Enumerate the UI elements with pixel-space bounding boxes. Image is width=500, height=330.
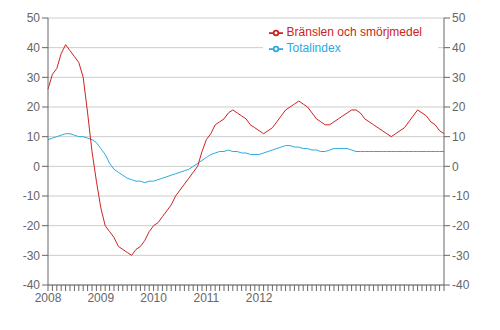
svg-text:-10: -10 — [23, 189, 41, 203]
svg-text:50: 50 — [27, 11, 41, 25]
svg-text:-10: -10 — [452, 189, 470, 203]
svg-text:2010: 2010 — [140, 291, 167, 305]
svg-text:50: 50 — [452, 11, 466, 25]
svg-text:-20: -20 — [452, 219, 470, 233]
svg-text:20: 20 — [27, 100, 41, 114]
svg-text:0: 0 — [452, 160, 459, 174]
svg-text:0: 0 — [33, 160, 40, 174]
svg-text:10: 10 — [452, 130, 466, 144]
svg-text:2008: 2008 — [35, 291, 62, 305]
svg-text:-30: -30 — [23, 249, 41, 263]
svg-text:10: 10 — [27, 130, 41, 144]
svg-text:-40: -40 — [23, 278, 41, 292]
svg-text:20: 20 — [452, 100, 466, 114]
svg-text:-40: -40 — [452, 278, 470, 292]
html-text:Totalindex: Totalindex — [286, 41, 341, 55]
svg-text:30: 30 — [452, 71, 466, 85]
svg-text:30: 30 — [27, 71, 41, 85]
svg-text:2009: 2009 — [87, 291, 114, 305]
svg-text:40: 40 — [452, 41, 466, 55]
svg-text:2011: 2011 — [193, 291, 219, 305]
svg-text:2012: 2012 — [246, 291, 273, 305]
svg-text:-30: -30 — [452, 249, 470, 263]
html-text:Bränslen och smörjmedel: Bränslen och smörjmedel — [286, 25, 422, 39]
svg-text:-20: -20 — [23, 219, 41, 233]
svg-text:40: 40 — [27, 41, 41, 55]
